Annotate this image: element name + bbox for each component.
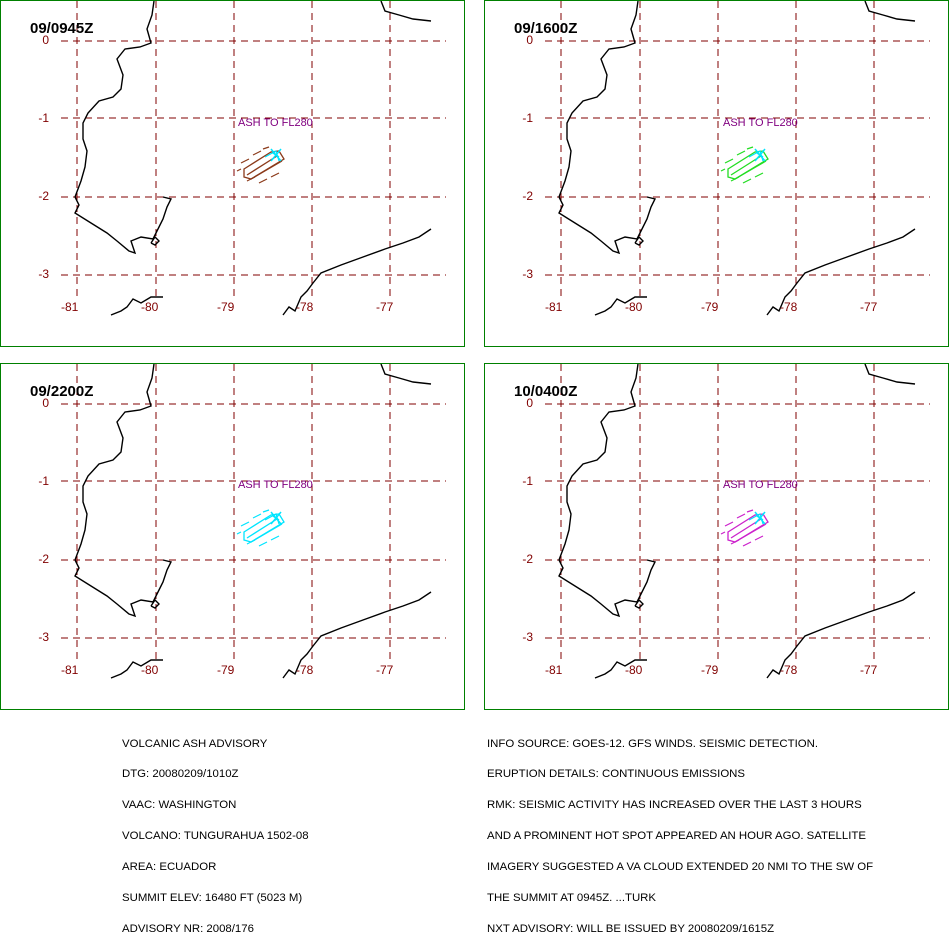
advisory-line: ADVISORY NR: 2008/176 [122, 922, 254, 935]
latitude-label: 0 [526, 396, 533, 410]
latitude-label: -1 [38, 111, 49, 125]
advisory-remarks-text: INFO SOURCE: GOES-12. GFS WINDS. SEISMIC… [487, 718, 873, 945]
advisory-line: VOLCANIC ASH ADVISORY [122, 737, 268, 750]
longitude-label: -77 [860, 300, 878, 314]
longitude-label: -80 [141, 300, 159, 314]
latitude-label: 0 [42, 396, 49, 410]
longitude-label: -79 [217, 663, 235, 677]
advisory-line: VOLCANO: TUNGURAHUA 1502-08 [122, 830, 309, 843]
remarks-line: AND A PROMINENT HOT SPOT APPEARED AN HOU… [487, 830, 866, 843]
map-panel-0945z: 09/0945Z ASH TO FL280 0 -1 -2 -3 -81 -80 -79 -78 -… [0, 0, 465, 347]
longitude-label: -81 [61, 300, 79, 314]
coastline [380, 364, 432, 385]
latitude-label: -3 [522, 630, 533, 644]
longitude-label: -80 [625, 663, 643, 677]
panel-time-title: 09/1600Z [514, 20, 578, 37]
longitude-label: -81 [545, 663, 563, 677]
coastline [594, 659, 647, 679]
longitude-label: -78 [780, 300, 798, 314]
latitude-label: -3 [38, 267, 49, 281]
latitude-label: -2 [522, 552, 533, 566]
volcano-marker-icon [748, 148, 766, 162]
coastline [74, 1, 173, 255]
longitude-label: -80 [141, 663, 159, 677]
coastline [766, 591, 916, 679]
volcano-marker-icon [748, 511, 766, 525]
coastline [864, 364, 916, 385]
latitude-label: -3 [38, 630, 49, 644]
longitude-label: -77 [376, 300, 394, 314]
latitude-label: 0 [526, 33, 533, 47]
coastline [110, 296, 163, 316]
coastline [110, 659, 163, 679]
coastline [282, 228, 432, 316]
ash-cloud-forecast [236, 146, 285, 184]
remarks-line: INFO SOURCE: GOES-12. GFS WINDS. SEISMIC… [487, 737, 818, 750]
coastline [634, 598, 644, 609]
remarks-line: NXT ADVISORY: WILL BE ISSUED BY 20080209… [487, 922, 775, 935]
longitude-label: -79 [217, 300, 235, 314]
ash-level-label: ASH TO FL280 [238, 479, 313, 491]
latitude-label: -1 [522, 474, 533, 488]
remarks-line: THE SUMMIT AT 0945Z. ...TURK [487, 892, 656, 905]
advisory-line: AREA: ECUADOR [122, 861, 217, 874]
longitude-label: -81 [61, 663, 79, 677]
panel-time-title: 10/0400Z [514, 383, 578, 400]
latitude-label: -2 [38, 189, 49, 203]
latitude-label: -1 [522, 111, 533, 125]
latitude-label: 0 [42, 33, 49, 47]
longitude-label: -78 [780, 663, 798, 677]
map-canvas [545, 364, 930, 679]
coastline [558, 364, 657, 618]
advisory-line: DTG: 20080209/1010Z [122, 768, 239, 781]
coastline [766, 228, 916, 316]
advisory-line: SUMMIT ELEV: 16480 FT (5023 M) [122, 892, 303, 905]
longitude-label: -78 [296, 300, 314, 314]
coastline [594, 296, 647, 316]
longitude-label: -80 [625, 300, 643, 314]
latitude-label: -3 [522, 267, 533, 281]
coastline [74, 364, 173, 618]
advisory-line: VAAC: WASHINGTON [122, 799, 237, 812]
latitude-label: -2 [38, 552, 49, 566]
longitude-label: -77 [376, 663, 394, 677]
ash-level-label: ASH TO FL280 [723, 117, 798, 129]
ash-level-label: ASH TO FL280 [238, 117, 313, 129]
coastline [558, 1, 657, 255]
map-canvas [61, 364, 446, 679]
longitude-label: -77 [860, 663, 878, 677]
map-panel-1600z: 09/1600Z ASH TO FL280 0 -1 -2 -3 -81 -80 -79 -78 -… [484, 0, 949, 347]
coastline [380, 1, 432, 22]
coastline [150, 598, 160, 609]
longitude-label: -79 [701, 300, 719, 314]
volcano-marker-icon [264, 148, 282, 162]
map-canvas [61, 1, 446, 316]
map-panel-2200z: 09/2200Z ASH TO FL280 0 -1 -2 -3 -81 -80 -79 -78 -… [0, 363, 465, 710]
remarks-line: IMAGERY SUGGESTED A VA CLOUD EXTENDED 20… [487, 861, 874, 874]
remarks-line: ERUPTION DETAILS: CONTINUOUS EMISSIONS [487, 768, 746, 781]
longitude-label: -81 [545, 300, 563, 314]
ash-level-label: ASH TO FL280 [723, 479, 798, 491]
longitude-label: -79 [701, 663, 719, 677]
map-canvas [545, 1, 930, 316]
remarks-line: RMK: SEISMIC ACTIVITY HAS INCREASED OVER… [487, 799, 862, 812]
advisory-header-text: VOLCANIC ASH ADVISORY DTG: 20080209/1010… [122, 718, 309, 945]
latitude-label: -1 [38, 474, 49, 488]
map-panel-0400z: 10/0400Z ASH TO FL280 0 -1 -2 -3 -81 -80 -79 -78 -… [484, 363, 949, 710]
coastline [282, 591, 432, 679]
coastline [150, 235, 160, 246]
latitude-label: -2 [522, 189, 533, 203]
panel-time-title: 09/0945Z [30, 20, 94, 37]
longitude-label: -78 [296, 663, 314, 677]
coastline [864, 1, 916, 22]
volcano-marker-icon [264, 511, 282, 525]
coastline [634, 235, 644, 246]
panel-time-title: 09/2200Z [30, 383, 94, 400]
